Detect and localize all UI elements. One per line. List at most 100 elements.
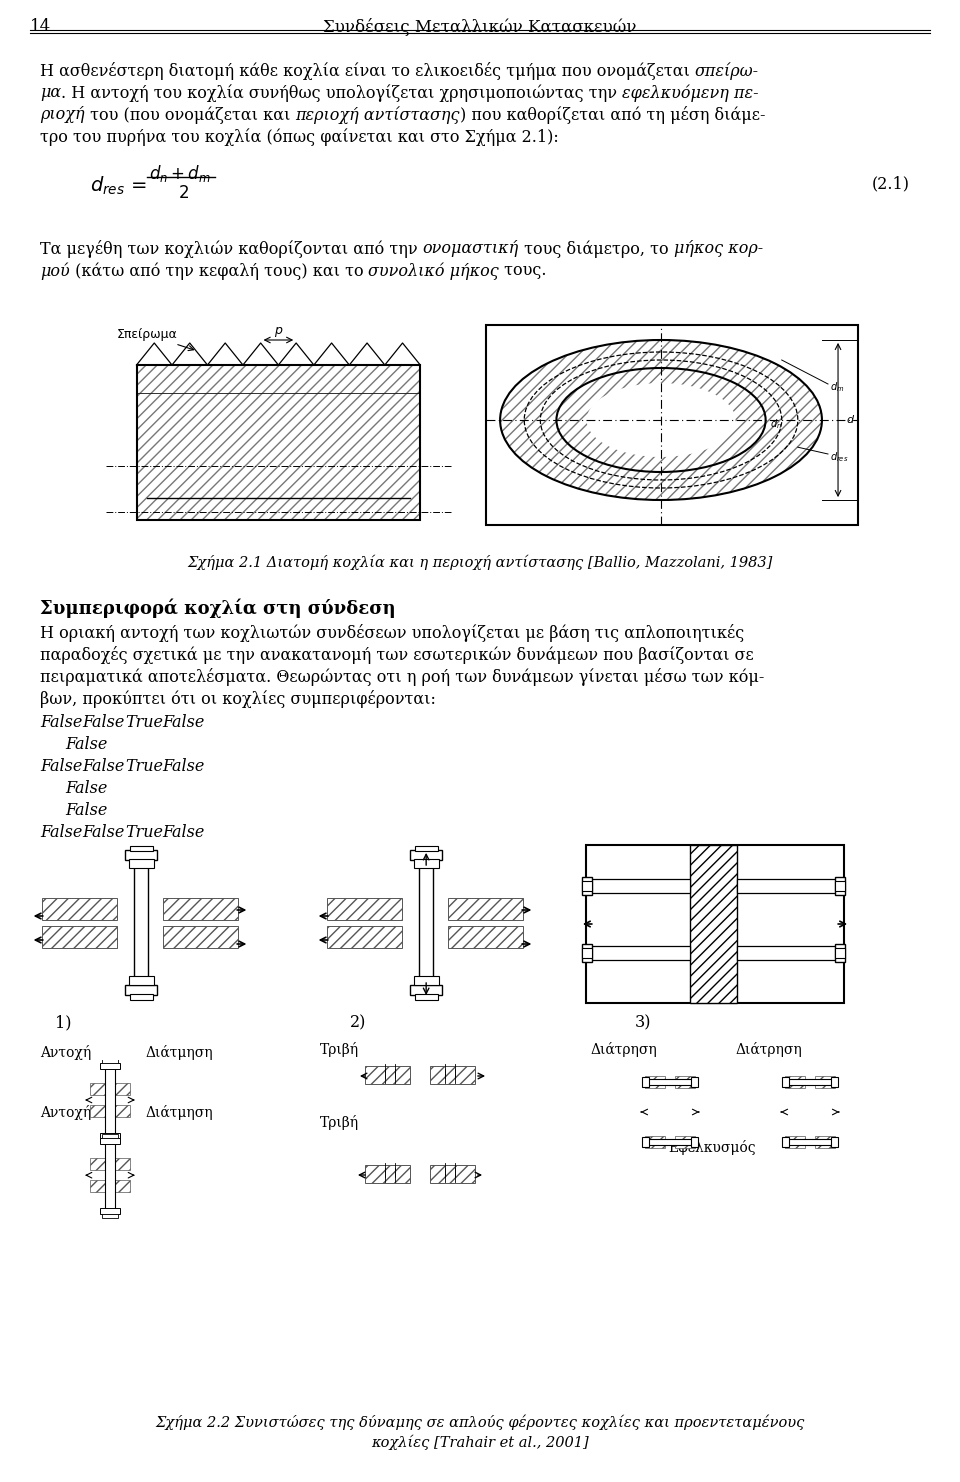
Bar: [448, 926, 523, 948]
Bar: [815, 1137, 835, 1149]
Text: False: False: [163, 714, 205, 731]
Bar: [129, 860, 154, 868]
Text: 2): 2): [350, 1014, 367, 1031]
Bar: [835, 880, 845, 891]
Text: $d_n$: $d_n$: [770, 416, 781, 431]
Bar: [102, 1140, 118, 1143]
Bar: [90, 1106, 105, 1117]
Bar: [115, 1083, 130, 1095]
Text: False: False: [83, 824, 125, 840]
Bar: [105, 1066, 115, 1135]
Bar: [100, 1063, 120, 1069]
Text: του (που ονομάζεται και: του (που ονομάζεται και: [84, 107, 295, 123]
Text: False: False: [83, 757, 125, 775]
Text: παραδοχές σχετικά με την ανακατανομή των εσωτερικών δυνάμεων που βασίζονται σε: παραδοχές σχετικά με την ανακατανομή των…: [40, 646, 754, 664]
Bar: [831, 1077, 838, 1086]
Ellipse shape: [587, 382, 735, 456]
Bar: [583, 877, 592, 895]
Bar: [136, 365, 420, 393]
Bar: [583, 948, 592, 957]
Bar: [831, 1137, 838, 1147]
Text: (κάτω από την κεφαλή τους) και το: (κάτω από την κεφαλή τους) και το: [70, 262, 369, 280]
Bar: [587, 946, 690, 960]
Text: περιοχή αντίστασης: περιοχή αντίστασης: [295, 107, 460, 123]
Bar: [365, 1165, 410, 1183]
Text: Διάτρηση: Διάτρηση: [590, 1042, 657, 1057]
Bar: [414, 977, 439, 986]
Bar: [136, 365, 420, 520]
Text: False: False: [163, 757, 205, 775]
Bar: [486, 325, 858, 525]
Text: Διάτρηση: Διάτρηση: [735, 1042, 802, 1057]
Bar: [105, 1140, 115, 1211]
Bar: [100, 1138, 120, 1144]
Bar: [675, 1137, 695, 1149]
Bar: [129, 977, 154, 986]
Text: $d_n + d_m$: $d_n + d_m$: [149, 163, 211, 184]
Text: $2$: $2$: [179, 185, 189, 202]
Bar: [415, 994, 438, 1000]
Text: Σχήμα 2.2 Συνιστώσες της δύναμης σε απλούς φέροντες κοχλίες και προεντεταμένους: Σχήμα 2.2 Συνιστώσες της δύναμης σε απλο…: [156, 1415, 804, 1430]
Text: p: p: [275, 325, 282, 336]
Text: . Η αντοχή του κοχλία συνήθως υπολογίζεται χρησιμοποιώντας την: . Η αντοχή του κοχλία συνήθως υπολογίζετ…: [61, 84, 622, 102]
Text: Σχήμα 2.1 Διατομή κοχλία και η περιοχή αντίστασης [Ballio, Mazzolani, 1983]: Σχήμα 2.1 Διατομή κοχλία και η περιοχή α…: [187, 554, 773, 571]
Ellipse shape: [560, 369, 762, 470]
Text: ριοχή: ριοχή: [40, 107, 84, 123]
Bar: [90, 1083, 105, 1095]
Bar: [430, 1066, 475, 1083]
Bar: [835, 944, 845, 962]
Bar: [815, 1076, 835, 1088]
Text: τους.: τους.: [499, 262, 547, 279]
Text: Αντοχή: Αντοχή: [40, 1106, 91, 1120]
Bar: [788, 1140, 832, 1146]
Text: κοχλίες [Trahair et al., 2001]: κοχλίες [Trahair et al., 2001]: [372, 1435, 588, 1451]
Bar: [163, 898, 238, 920]
Bar: [782, 1137, 789, 1147]
Bar: [785, 1076, 805, 1088]
Ellipse shape: [500, 339, 822, 499]
Text: (2.1): (2.1): [872, 175, 910, 193]
Bar: [414, 860, 439, 868]
Bar: [42, 926, 117, 948]
Bar: [737, 879, 841, 894]
Bar: [102, 1214, 118, 1218]
Bar: [835, 877, 845, 895]
Text: False: False: [65, 737, 108, 753]
Text: ) που καθορίζεται από τη μέση διάμε-: ) που καθορίζεται από τη μέση διάμε-: [460, 107, 765, 124]
Bar: [737, 946, 841, 960]
Text: ονομαστική: ονομαστική: [422, 240, 519, 256]
Text: False: False: [65, 780, 108, 797]
Bar: [163, 926, 238, 948]
Bar: [782, 1077, 789, 1086]
Text: False: False: [65, 802, 108, 820]
Text: Συμπεριφορά κοχλία στη σύνδεση: Συμπεριφορά κοχλία στη σύνδεση: [40, 599, 396, 618]
Text: False: False: [40, 714, 83, 731]
Bar: [410, 851, 443, 860]
Text: Διάτμηση: Διάτμηση: [145, 1045, 212, 1060]
Text: False: False: [40, 824, 83, 840]
Text: σπείρω-: σπείρω-: [695, 62, 759, 80]
Bar: [130, 846, 153, 851]
Bar: [102, 1060, 118, 1063]
Text: βων, προκύπτει ότι οι κοχλίες συμπεριφέρονται:: βων, προκύπτει ότι οι κοχλίες συμπεριφέρ…: [40, 691, 436, 708]
Bar: [648, 1079, 692, 1085]
Bar: [115, 1106, 130, 1117]
Bar: [420, 854, 433, 983]
Text: False: False: [83, 714, 125, 731]
Text: $d_{res}$: $d_{res}$: [830, 451, 849, 464]
Bar: [125, 851, 157, 860]
Text: $=$: $=$: [128, 175, 148, 193]
Bar: [130, 994, 153, 1000]
Text: μα: μα: [40, 84, 61, 101]
Ellipse shape: [557, 368, 766, 471]
Bar: [835, 948, 845, 957]
Bar: [642, 1077, 649, 1086]
Text: Εφελκυσμός: Εφελκυσμός: [668, 1140, 756, 1154]
Bar: [430, 1165, 475, 1183]
Text: τους διάμετρο, το: τους διάμετρο, το: [519, 240, 674, 258]
Text: Διάτμηση: Διάτμηση: [145, 1106, 212, 1120]
Text: μού: μού: [40, 262, 70, 280]
Text: πειραματικά αποτελέσματα. Θεωρώντας οτι η ροή των δυνάμεων γίνεται μέσω των κόμ-: πειραματικά αποτελέσματα. Θεωρώντας οτι …: [40, 668, 764, 686]
Bar: [690, 845, 737, 1003]
Text: True: True: [125, 757, 163, 775]
